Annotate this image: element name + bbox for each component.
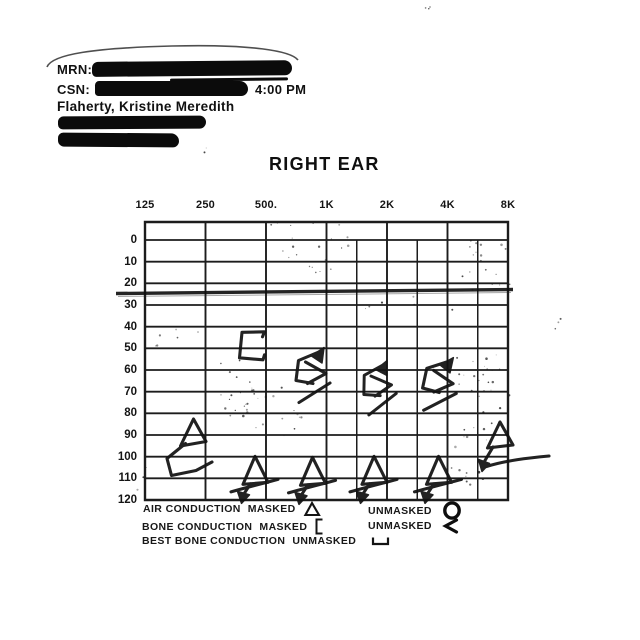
ac-masked-4K-symbol bbox=[412, 454, 464, 505]
csn-redaction-bar bbox=[95, 81, 248, 96]
bc-masked-500-symbol bbox=[237, 330, 267, 362]
ac-masked-2K-symbol bbox=[348, 454, 399, 505]
legend-row-air: AIR CONDUCTION MASKED bbox=[143, 501, 321, 517]
legend-row-best-bone: BEST BONE CONDUCTION UNMASKED bbox=[142, 535, 391, 547]
triangle-icon bbox=[303, 501, 321, 517]
page-title: RIGHT EAR bbox=[269, 154, 380, 174]
chevron-left-icon bbox=[442, 518, 458, 534]
freq-label-125: 125 bbox=[135, 199, 155, 211]
appointment-time: 4:00 PM bbox=[255, 82, 307, 97]
freq-label-500: 500. bbox=[254, 199, 278, 211]
audiogram-grid bbox=[143, 220, 510, 502]
csn-label: CSN: bbox=[57, 82, 90, 97]
bc-masked-4K-symbol bbox=[421, 356, 458, 412]
legend-best-bone-label: BEST BONE CONDUCTION bbox=[142, 535, 286, 547]
db-label-60: 60 bbox=[124, 364, 137, 376]
db-label-20: 20 bbox=[124, 277, 137, 290]
legend-air-unmasked-label: UNMASKED bbox=[368, 504, 432, 517]
db-label-110: 110 bbox=[118, 472, 137, 485]
freq-label-8K: 8K bbox=[500, 199, 516, 211]
legend-row-bone: BONE CONDUCTION MASKED bbox=[142, 518, 324, 535]
cup-icon bbox=[372, 537, 390, 545]
legend-row-bone-unmasked: UNMASKED bbox=[368, 518, 459, 534]
bc-masked-2K-symbol bbox=[362, 359, 398, 417]
reference-line-25db bbox=[115, 287, 514, 296]
circle-icon bbox=[442, 501, 461, 520]
db-label-10: 10 bbox=[124, 255, 137, 268]
freq-label-1K: 1K bbox=[319, 199, 334, 211]
db-label-90: 90 bbox=[124, 429, 137, 441]
legend-row-air-unmasked: UNMASKED bbox=[368, 501, 462, 520]
db-label-70: 70 bbox=[124, 385, 137, 398]
redaction-bar-3 bbox=[57, 115, 207, 130]
ac-masked-500-symbol bbox=[229, 454, 280, 505]
ac-masked-250-symbol bbox=[165, 417, 214, 478]
db-label-120: 120 bbox=[117, 494, 137, 506]
freq-label-4K: 4K bbox=[440, 199, 455, 211]
mrn-label: MRN: bbox=[57, 62, 93, 77]
db-label-30: 30 bbox=[124, 299, 137, 311]
db-label-50: 50 bbox=[124, 342, 137, 355]
db-label-100: 100 bbox=[117, 450, 137, 463]
mrn-redaction-bar bbox=[91, 60, 293, 77]
bc-masked-1K-symbol bbox=[294, 346, 332, 405]
scan-speckles bbox=[136, 6, 562, 493]
patient-name: Flaherty, Kristine Meredith bbox=[57, 99, 235, 114]
db-label-40: 40 bbox=[124, 320, 137, 333]
ac-masked-1K-symbol bbox=[286, 455, 338, 506]
redaction-bar-4 bbox=[57, 132, 180, 148]
legend-air-masked-label: MASKED bbox=[247, 503, 296, 515]
legend-best-bone-unmasked-label: UNMASKED bbox=[292, 535, 357, 547]
legend-bone-label: BONE CONDUCTION bbox=[142, 520, 253, 533]
scan-arc bbox=[46, 44, 299, 68]
legend-bone-masked-label: MASKED bbox=[259, 520, 308, 533]
db-label-80: 80 bbox=[124, 407, 137, 420]
db-label-0: 0 bbox=[130, 234, 137, 246]
legend-air-label: AIR CONDUCTION bbox=[143, 503, 241, 515]
ac-masked-8K-symbol bbox=[477, 420, 551, 473]
reference-line-echo bbox=[117, 292, 512, 297]
freq-label-2K: 2K bbox=[379, 199, 395, 211]
bracket-icon bbox=[315, 518, 323, 535]
legend-bone-unmasked-label: UNMASKED bbox=[368, 520, 432, 532]
freq-label-250: 250 bbox=[196, 199, 215, 211]
